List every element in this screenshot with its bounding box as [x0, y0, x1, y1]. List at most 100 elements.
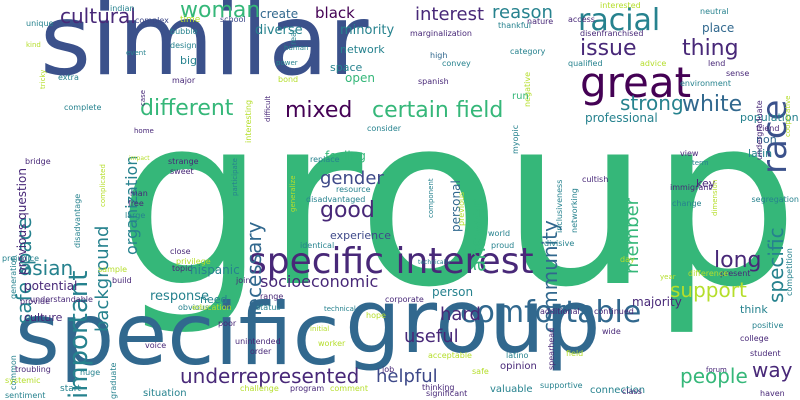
word-specific-interest: specific interest	[248, 241, 534, 282]
word-major: major	[172, 76, 196, 85]
word-network: network	[340, 43, 385, 56]
word-worker: worker	[318, 339, 346, 348]
word-haven: haven	[760, 389, 785, 398]
word-real: real	[289, 30, 298, 46]
word-close: close	[170, 247, 191, 256]
word-hope: hope	[366, 311, 386, 320]
word-event: event	[126, 49, 146, 57]
word-student: student	[750, 349, 781, 358]
word-sample: sample	[98, 265, 128, 274]
word-topic: topic	[172, 264, 192, 273]
word-complicated: complicated	[99, 164, 107, 207]
word-forum: forum	[706, 366, 727, 374]
word-black: black	[315, 4, 355, 22]
word-field: field	[566, 349, 584, 358]
word-woman: woman	[180, 0, 261, 23]
word-difficult: difficult	[264, 96, 272, 123]
word-environment: environment	[680, 79, 731, 88]
word-big: big	[180, 54, 198, 67]
word-nature: nature	[527, 17, 554, 26]
word-status: status	[256, 303, 281, 312]
word-racial: racial	[578, 3, 661, 38]
word-non: non	[756, 133, 777, 146]
word-person: person	[432, 285, 474, 299]
word-obvious: obvious	[178, 303, 210, 312]
word-college: college	[740, 334, 769, 343]
word-networking: networking	[570, 188, 579, 233]
word-latin: latin	[748, 147, 773, 160]
word-long: long	[714, 248, 762, 273]
word-professional: professional	[585, 111, 658, 125]
word-segregation: segregation	[751, 195, 799, 204]
word-helpful: helpful	[376, 366, 438, 387]
word-mixed: mixed	[285, 98, 353, 123]
word-understandable: understandable	[30, 295, 93, 304]
word-people: people	[680, 364, 748, 388]
word-certain-field: certain field	[372, 98, 504, 123]
word-thankful: thankful	[498, 21, 531, 30]
word-world: world	[488, 229, 511, 238]
word-culture: culture	[24, 311, 63, 324]
word-competition: competition	[785, 248, 794, 296]
word-unique: unique	[26, 19, 54, 28]
word-difference: difference	[688, 269, 729, 278]
word-myopic: myopic	[511, 125, 520, 155]
word-gender: gender	[320, 168, 384, 189]
word-acceptable: acceptable	[428, 351, 472, 360]
word-dimension: dimension	[711, 180, 719, 217]
word-experience: experience	[330, 229, 391, 242]
word-indian: indian	[110, 4, 135, 13]
word-bond: bond	[278, 75, 299, 84]
word-majority: majority	[632, 295, 682, 309]
word-start: start	[60, 384, 81, 394]
word-corporate: corporate	[385, 295, 424, 304]
word-proud: proud	[491, 241, 515, 250]
word-sentiment: sentiment	[5, 391, 46, 400]
word-change: change	[672, 199, 702, 208]
word-complex: complex	[135, 16, 169, 25]
word-different: different	[140, 96, 234, 121]
word-group: group	[345, 270, 601, 373]
word-population: population	[740, 111, 799, 124]
word-bubble: bubble	[170, 27, 198, 36]
word-group: group	[116, 66, 799, 339]
word-graduate: graduate	[109, 362, 118, 399]
word-human: human	[284, 44, 309, 52]
word-large: large	[125, 211, 146, 220]
word-generalize: generalize	[289, 175, 297, 212]
word-issue: issue	[580, 36, 637, 61]
word-interest: interest	[415, 4, 485, 25]
word-white: white	[682, 92, 743, 117]
word-initial: initial	[310, 325, 330, 333]
word-situation: situation	[143, 388, 187, 399]
word-complete: complete	[64, 103, 102, 112]
word-interesting: interesting	[244, 100, 253, 144]
word-previous: previous	[457, 192, 466, 227]
word-opinion: opinion	[500, 361, 537, 372]
word-man: man	[130, 189, 148, 198]
word-similar: similar	[40, 0, 369, 98]
word-cooperative: cooperative	[784, 96, 792, 138]
word-present: present	[720, 269, 751, 278]
word-asian: asian	[20, 256, 74, 280]
word-need: need	[200, 293, 228, 306]
word-answer: answer	[466, 200, 490, 273]
word-qualified: qualified	[568, 59, 603, 68]
word-response: response	[150, 289, 210, 304]
word-order: order	[250, 347, 272, 356]
word-job: job	[382, 365, 395, 374]
word-class: class	[622, 387, 642, 396]
word-reason: reason	[492, 2, 553, 23]
word-systemic: systemic	[5, 376, 41, 385]
word-strange: strange	[168, 157, 199, 166]
word-hard: hard	[440, 304, 481, 325]
word-run: run	[512, 91, 529, 102]
word-minority: minority	[340, 23, 395, 38]
word-additional: additional	[540, 307, 580, 316]
word-convey: convey	[442, 59, 471, 68]
word-prejudice: prejudice	[2, 254, 40, 263]
word-power: power	[276, 59, 298, 67]
word-lend: lend	[708, 59, 726, 68]
word-support: support	[670, 278, 747, 302]
